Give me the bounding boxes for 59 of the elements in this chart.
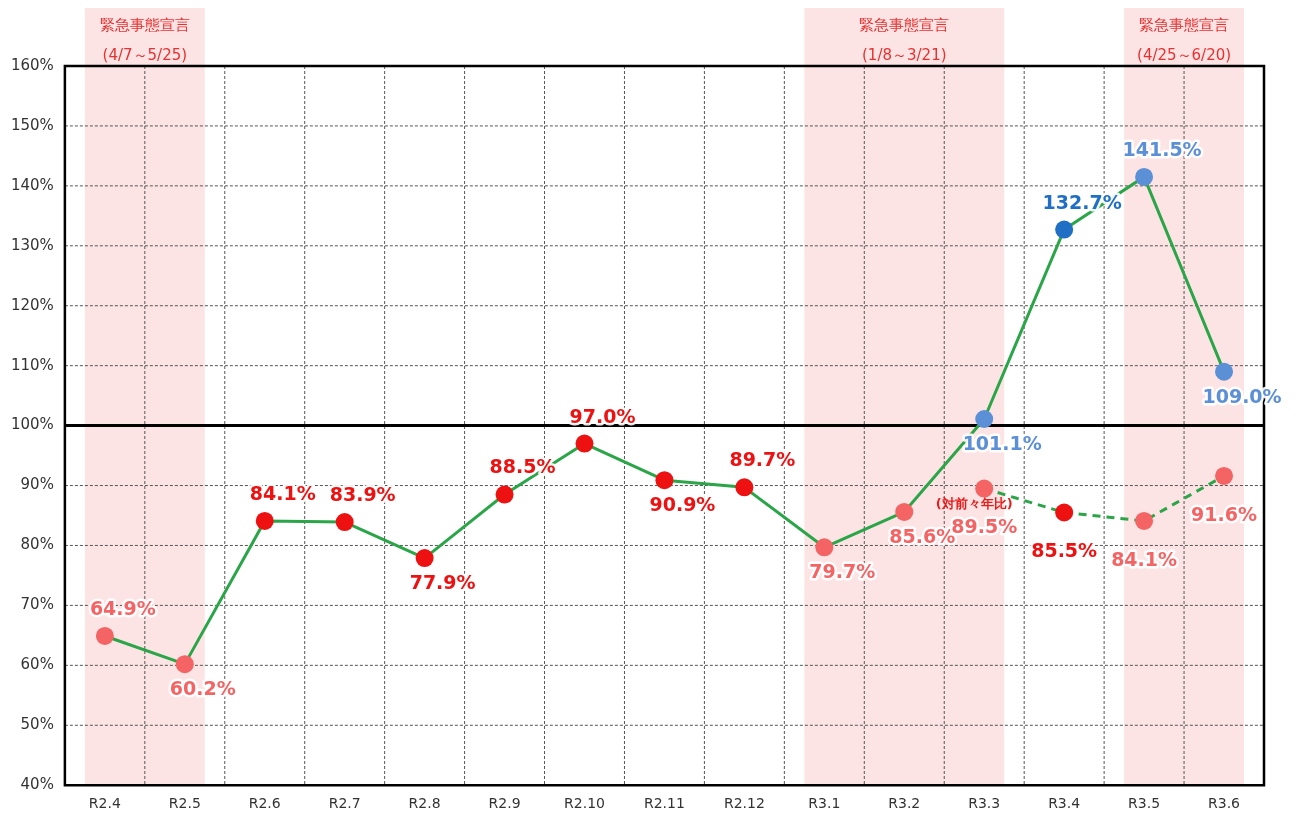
x-tick-label: R3.6: [1208, 795, 1241, 812]
point: [255, 511, 274, 530]
data-label: 91.6%: [1191, 502, 1257, 525]
band-label: 緊急事態宣言 (1/8～3/21): [859, 15, 950, 64]
point: [335, 513, 354, 532]
x-tick-label: R2.6: [248, 795, 281, 812]
x-tick-label: R3.3: [968, 795, 1001, 812]
point: [1055, 220, 1074, 239]
x-tick-label: R3.4: [1048, 795, 1081, 812]
data-label: 89.7%: [729, 448, 796, 471]
point: [975, 479, 994, 498]
point: [575, 434, 594, 453]
x-tick-label: R2.10: [564, 795, 605, 812]
data-label: 79.7%: [809, 560, 876, 583]
x-tick-label: R2.11: [643, 795, 685, 812]
y-tick-label: 120%: [10, 295, 54, 314]
data-label: 90.9%: [649, 493, 716, 516]
data-label: 84.1%: [1111, 547, 1178, 570]
x-tick-label: R3.5: [1128, 795, 1161, 812]
x-tick-label: R2.7: [328, 795, 361, 812]
y-tick-label: 90%: [20, 475, 54, 494]
data-label: 101.1%: [962, 431, 1042, 454]
data-label: 141.5%: [1122, 137, 1202, 160]
point: [1135, 167, 1154, 186]
y-tick-label: 140%: [10, 175, 54, 194]
point: [1215, 466, 1234, 485]
y-tick-label: 50%: [20, 715, 54, 734]
y-tick-label: 70%: [20, 595, 54, 614]
x-tick-label: R2.9: [488, 795, 521, 812]
data-label: 85.5%: [1031, 539, 1098, 562]
point: [655, 471, 674, 490]
point: [735, 478, 754, 497]
data-label: 97.0%: [569, 404, 636, 427]
x-tick-label: R3.2: [888, 795, 921, 812]
point: [1215, 362, 1234, 381]
y-tick-label: 40%: [20, 775, 54, 794]
y-tick-label: 110%: [10, 355, 54, 374]
point: [975, 410, 994, 429]
data-label: 77.9%: [409, 570, 476, 593]
x-tick-label: R3.1: [808, 795, 841, 812]
y-tick-label: 160%: [10, 55, 54, 74]
point: [495, 485, 514, 504]
y-tick-label: 150%: [10, 115, 54, 134]
x-tick-label: R2.8: [408, 795, 441, 812]
x-tick-label: R2.4: [88, 795, 121, 812]
data-label: 84.1%: [249, 481, 316, 504]
point: [1135, 511, 1154, 530]
band-label: 緊急事態宣言 (4/7～5/25): [99, 15, 190, 64]
data-label: 83.9%: [329, 483, 396, 506]
y-tick-label: 60%: [20, 655, 54, 674]
point: [415, 549, 434, 568]
x-tick-label: R2.12: [723, 795, 765, 812]
annotation: (対前々年比): [935, 495, 1013, 511]
y-tick-label: 100%: [10, 415, 54, 434]
y-tick-label: 130%: [10, 235, 54, 254]
data-label: 60.2%: [169, 677, 236, 700]
y-tick-label: 80%: [20, 535, 54, 554]
x-tick-label: R2.5: [168, 795, 201, 812]
band-label: 緊急事態宣言 (4/25～6/20): [1137, 15, 1232, 64]
